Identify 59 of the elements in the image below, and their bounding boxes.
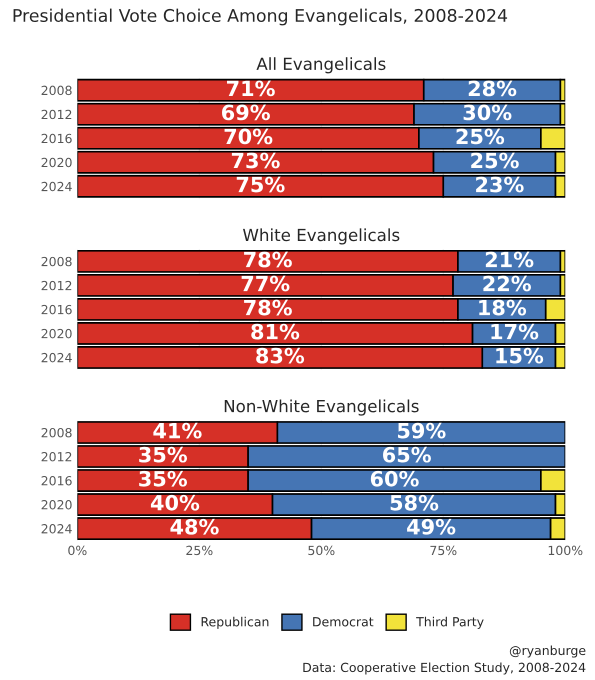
data-label: 28% <box>468 80 516 96</box>
data-label: 25% <box>471 152 519 168</box>
data-label: 73% <box>232 152 280 168</box>
data-label: 18% <box>479 300 526 316</box>
legend-label: Republican <box>202 616 268 629</box>
chart-title: All Evangelicals <box>256 57 386 74</box>
data-label: 25% <box>456 128 504 144</box>
x-tick-label: 25% <box>186 546 213 556</box>
data-label: 17% <box>491 324 538 340</box>
y-tick-label: 2016 <box>42 304 72 314</box>
data-label: 35% <box>139 470 188 487</box>
data-label: 58% <box>390 494 438 511</box>
data-label: 59% <box>398 422 446 439</box>
y-tick-label: 2012 <box>42 110 72 120</box>
data-label: 71% <box>227 80 275 96</box>
data-label: 77% <box>242 276 290 292</box>
text: Data: Cooperative Election Study, 2008-2024 <box>303 662 586 675</box>
data-label: 21% <box>486 252 534 268</box>
y-tick-label: 2016 <box>42 134 72 144</box>
y-tick-label: 2016 <box>42 476 72 486</box>
data-label: 65% <box>383 446 431 463</box>
x-tick-label: 50% <box>308 546 334 556</box>
y-tick-label: 2024 <box>42 182 72 192</box>
y-tick-label: 2024 <box>42 352 72 362</box>
y-tick-label: 2012 <box>42 452 72 462</box>
legend-label: Third Party <box>416 616 484 629</box>
data-label: 78% <box>244 300 292 316</box>
data-label: 60% <box>370 470 419 487</box>
x-tick-label: 100% <box>548 546 582 556</box>
chart-title: White Evangelicals <box>242 228 400 244</box>
y-tick-label: 2020 <box>42 500 72 510</box>
y-tick-label: 2024 <box>42 524 72 534</box>
data-label: 75% <box>236 176 285 192</box>
data-label: 78% <box>244 252 292 268</box>
data-label: 69% <box>222 104 270 120</box>
data-label: 23% <box>476 176 524 192</box>
y-tick-label: 2020 <box>42 328 72 338</box>
text: @ryanburge <box>510 645 586 658</box>
chart-title: Non-White Evangelicals <box>224 399 419 416</box>
data-label: 30% <box>464 104 512 120</box>
x-tick-label: 0% <box>68 546 87 556</box>
y-tick-label: 2012 <box>42 280 72 290</box>
data-label: 41% <box>153 422 202 439</box>
data-label: 15% <box>496 348 544 364</box>
data-label: 49% <box>407 518 456 535</box>
y-tick-label: 2008 <box>42 256 72 266</box>
y-tick-label: 2008 <box>42 86 72 96</box>
data-label: 35% <box>139 446 188 463</box>
data-label: 70% <box>224 128 272 144</box>
data-label: 22% <box>483 276 531 292</box>
data-label: 81% <box>251 324 300 340</box>
data-label: 83% <box>256 348 304 364</box>
data-label: 40% <box>150 494 200 511</box>
y-tick-label: 2008 <box>42 428 72 438</box>
x-tick-label: 75% <box>430 546 456 556</box>
chart-subtitle: Presidential Vote Choice Among Evangelicals, 2008-2024 <box>14 8 508 26</box>
legend-label: Democrat <box>313 617 374 626</box>
y-tick-label: 2020 <box>42 158 72 168</box>
data-label: 48% <box>170 518 219 535</box>
